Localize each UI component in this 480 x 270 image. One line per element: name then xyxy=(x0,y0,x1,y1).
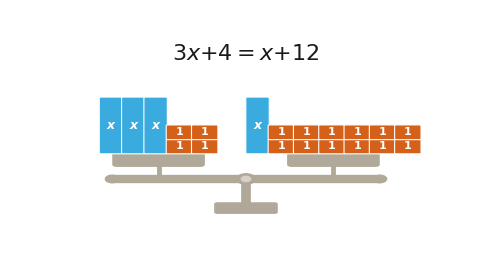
FancyBboxPatch shape xyxy=(144,97,168,154)
Text: 1: 1 xyxy=(379,127,386,137)
FancyBboxPatch shape xyxy=(268,125,295,140)
Text: 1: 1 xyxy=(303,141,311,151)
Text: 1: 1 xyxy=(353,127,361,137)
Text: 1: 1 xyxy=(277,141,285,151)
Text: 1: 1 xyxy=(404,127,412,137)
FancyBboxPatch shape xyxy=(246,97,269,154)
Text: 1: 1 xyxy=(176,141,183,151)
FancyBboxPatch shape xyxy=(166,125,192,140)
Text: 1: 1 xyxy=(303,127,311,137)
FancyBboxPatch shape xyxy=(369,139,396,154)
FancyBboxPatch shape xyxy=(369,125,396,140)
Text: 1: 1 xyxy=(404,141,412,151)
Text: x: x xyxy=(152,119,160,132)
Text: 1: 1 xyxy=(201,127,209,137)
FancyBboxPatch shape xyxy=(287,150,380,167)
FancyBboxPatch shape xyxy=(112,150,205,167)
FancyBboxPatch shape xyxy=(395,139,421,154)
Text: x: x xyxy=(253,119,262,132)
FancyBboxPatch shape xyxy=(121,97,145,154)
FancyBboxPatch shape xyxy=(293,139,320,154)
Text: 1: 1 xyxy=(201,141,209,151)
Circle shape xyxy=(373,175,386,183)
Text: 1: 1 xyxy=(328,141,336,151)
Text: 1: 1 xyxy=(328,127,336,137)
Text: x: x xyxy=(107,119,115,132)
FancyBboxPatch shape xyxy=(293,125,320,140)
FancyBboxPatch shape xyxy=(395,125,421,140)
FancyBboxPatch shape xyxy=(192,139,218,154)
Circle shape xyxy=(106,175,119,183)
FancyBboxPatch shape xyxy=(319,125,345,140)
FancyBboxPatch shape xyxy=(192,125,218,140)
Text: x: x xyxy=(129,119,137,132)
FancyBboxPatch shape xyxy=(99,97,123,154)
FancyBboxPatch shape xyxy=(166,139,192,154)
FancyBboxPatch shape xyxy=(319,139,345,154)
FancyBboxPatch shape xyxy=(344,125,371,140)
FancyBboxPatch shape xyxy=(268,139,295,154)
Circle shape xyxy=(241,176,251,181)
Text: 1: 1 xyxy=(277,127,285,137)
FancyBboxPatch shape xyxy=(214,202,278,214)
Text: $\mathregular{3}x\mathregular{ + 4 = }x\mathregular{ + 12}$: $\mathregular{3}x\mathregular{ + 4 = }x\… xyxy=(172,44,320,64)
Text: 1: 1 xyxy=(379,141,386,151)
Text: 1: 1 xyxy=(353,141,361,151)
Text: 1: 1 xyxy=(176,127,183,137)
FancyBboxPatch shape xyxy=(344,139,371,154)
Circle shape xyxy=(237,174,255,184)
